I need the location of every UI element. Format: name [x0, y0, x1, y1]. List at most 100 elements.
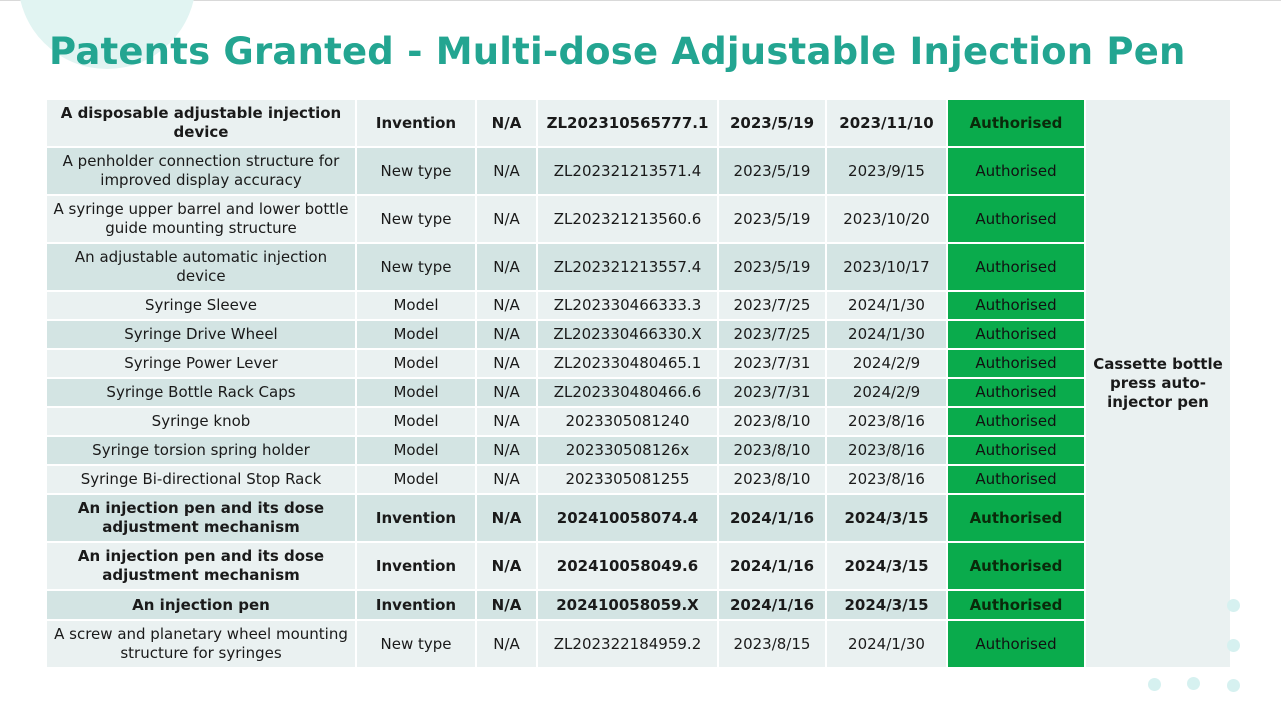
patent-name-cell: Syringe Bi-directional Stop Rack: [45, 464, 357, 495]
na-cell: N/A: [475, 435, 538, 466]
status-cell: Authorised: [946, 493, 1086, 543]
table-row: Syringe torsion spring holder Model N/A …: [45, 435, 1231, 466]
patent-name-cell: A screw and planetary wheel mounting str…: [45, 619, 357, 669]
patent-type-cell: Invention: [355, 541, 477, 591]
grant-date-cell: 2024/3/15: [825, 589, 948, 621]
product-label-cell: Cassette bottle press auto-injector pen: [1084, 98, 1232, 669]
table-row: Syringe Bi-directional Stop Rack Model N…: [45, 464, 1231, 495]
grant-date-cell: 2024/2/9: [825, 377, 948, 408]
table-row: Syringe Bottle Rack Caps Model N/A ZL202…: [45, 377, 1231, 408]
grant-date-cell: 2024/3/15: [825, 493, 948, 543]
table-row: A screw and planetary wheel mounting str…: [45, 619, 1231, 669]
patents-table: A disposable adjustable injection device…: [45, 98, 1232, 669]
na-cell: N/A: [475, 464, 538, 495]
decorative-dot: [1187, 677, 1200, 690]
patent-number-cell: ZL202330480466.6: [536, 377, 719, 408]
status-cell: Authorised: [946, 619, 1086, 669]
patent-number-cell: ZL202330480465.1: [536, 348, 719, 379]
filing-date-cell: 2023/7/25: [717, 319, 827, 350]
table-row: An injection pen and its dose adjustment…: [45, 493, 1231, 543]
na-cell: N/A: [475, 194, 538, 244]
patent-number-cell: 2023305081240: [536, 406, 719, 437]
patent-type-cell: Model: [355, 435, 477, 466]
grant-date-cell: 2024/3/15: [825, 541, 948, 591]
patent-number-cell: ZL202310565777.1: [536, 98, 719, 148]
patent-number-cell: ZL202322184959.2: [536, 619, 719, 669]
grant-date-cell: 2023/10/17: [825, 242, 948, 292]
patent-number-cell: ZL202330466333.3: [536, 290, 719, 321]
grant-date-cell: 2024/1/30: [825, 619, 948, 669]
filing-date-cell: 2023/5/19: [717, 194, 827, 244]
patent-name-cell: Syringe Bottle Rack Caps: [45, 377, 357, 408]
patent-type-cell: Model: [355, 319, 477, 350]
patent-type-cell: Invention: [355, 493, 477, 543]
filing-date-cell: 2023/8/15: [717, 619, 827, 669]
status-cell: Authorised: [946, 290, 1086, 321]
filing-date-cell: 2023/8/10: [717, 435, 827, 466]
table-row: A penholder connection structure for imp…: [45, 146, 1231, 196]
na-cell: N/A: [475, 290, 538, 321]
patent-name-cell: Syringe knob: [45, 406, 357, 437]
grant-date-cell: 2024/1/30: [825, 290, 948, 321]
patent-name-cell: Syringe Drive Wheel: [45, 319, 357, 350]
status-cell: Authorised: [946, 319, 1086, 350]
table-row: Syringe Sleeve Model N/A ZL202330466333.…: [45, 290, 1231, 321]
patent-type-cell: Model: [355, 406, 477, 437]
patent-name-cell: Syringe Sleeve: [45, 290, 357, 321]
patent-number-cell: 202410058049.6: [536, 541, 719, 591]
status-cell: Authorised: [946, 541, 1086, 591]
filing-date-cell: 2023/8/10: [717, 406, 827, 437]
patent-name-cell: An adjustable automatic injection device: [45, 242, 357, 292]
patent-name-cell: Syringe Power Lever: [45, 348, 357, 379]
filing-date-cell: 2023/7/31: [717, 348, 827, 379]
na-cell: N/A: [475, 242, 538, 292]
grant-date-cell: 2023/10/20: [825, 194, 948, 244]
filing-date-cell: 2024/1/16: [717, 589, 827, 621]
patent-type-cell: Model: [355, 290, 477, 321]
page-title: Patents Granted - Multi-dose Adjustable …: [49, 30, 1186, 73]
table-row: A disposable adjustable injection device…: [45, 98, 1232, 669]
grant-date-cell: 2024/2/9: [825, 348, 948, 379]
status-cell: Authorised: [946, 435, 1086, 466]
patent-name-cell: Syringe torsion spring holder: [45, 435, 357, 466]
patent-number-cell: 202410058059.X: [536, 589, 719, 621]
filing-date-cell: 2023/8/10: [717, 464, 827, 495]
table-row: Syringe Drive Wheel Model N/A ZL20233046…: [45, 319, 1231, 350]
na-cell: N/A: [475, 348, 538, 379]
patent-number-cell: 202330508126x: [536, 435, 719, 466]
grant-date-cell: 2023/8/16: [825, 464, 948, 495]
na-cell: N/A: [475, 493, 538, 543]
patent-name-cell: An injection pen and its dose adjustment…: [45, 541, 357, 591]
status-cell: Authorised: [946, 242, 1086, 292]
patent-number-cell: ZL202321213557.4: [536, 242, 719, 292]
status-cell: Authorised: [946, 348, 1086, 379]
patent-number-cell: ZL202330466330.X: [536, 319, 719, 350]
na-cell: N/A: [475, 541, 538, 591]
decorative-dot: [1227, 679, 1240, 692]
patent-type-cell: New type: [355, 242, 477, 292]
grant-date-cell: 2023/11/10: [825, 98, 948, 148]
filing-date-cell: 2023/5/19: [717, 146, 827, 196]
patent-type-cell: New type: [355, 619, 477, 669]
status-cell: Authorised: [946, 377, 1086, 408]
grant-date-cell: 2024/1/30: [825, 319, 948, 350]
na-cell: N/A: [475, 589, 538, 621]
status-cell: Authorised: [946, 98, 1086, 148]
patent-type-cell: New type: [355, 194, 477, 244]
grant-date-cell: 2023/8/16: [825, 435, 948, 466]
patent-type-cell: New type: [355, 146, 477, 196]
decorative-dot: [1227, 599, 1240, 612]
patent-type-cell: Model: [355, 348, 477, 379]
table-row: A syringe upper barrel and lower bottle …: [45, 194, 1231, 244]
patent-type-cell: Model: [355, 464, 477, 495]
filing-date-cell: 2023/7/25: [717, 290, 827, 321]
na-cell: N/A: [475, 377, 538, 408]
status-cell: Authorised: [946, 194, 1086, 244]
filing-date-cell: 2023/5/19: [717, 242, 827, 292]
na-cell: N/A: [475, 146, 538, 196]
patent-number-cell: 2023305081255: [536, 464, 719, 495]
table-row: An injection pen and its dose adjustment…: [45, 541, 1231, 591]
status-cell: Authorised: [946, 589, 1086, 621]
status-cell: Authorised: [946, 464, 1086, 495]
